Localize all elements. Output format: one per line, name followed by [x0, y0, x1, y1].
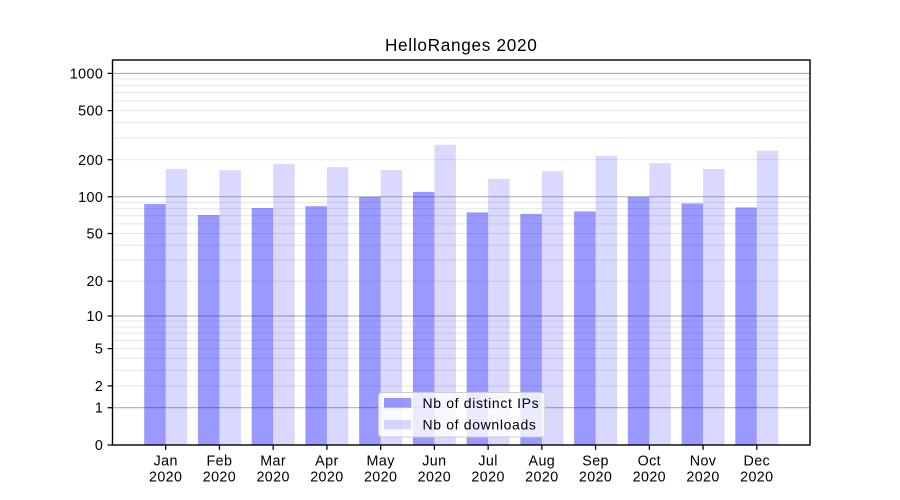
svg-text:2020: 2020	[525, 469, 558, 485]
svg-text:Aug: Aug	[529, 454, 556, 470]
svg-text:Nov: Nov	[690, 454, 717, 470]
svg-text:1000: 1000	[70, 66, 103, 82]
svg-text:2020: 2020	[740, 469, 773, 485]
svg-text:2020: 2020	[256, 469, 289, 485]
svg-text:Oct: Oct	[638, 454, 661, 470]
svg-text:Apr: Apr	[315, 454, 338, 470]
svg-text:10: 10	[86, 309, 103, 325]
svg-text:500: 500	[78, 104, 103, 120]
svg-text:0: 0	[95, 438, 103, 454]
svg-text:Nb of downloads: Nb of downloads	[423, 417, 537, 433]
svg-text:2020: 2020	[203, 469, 236, 485]
svg-text:200: 200	[78, 153, 103, 169]
svg-text:Mar: Mar	[260, 454, 286, 470]
svg-text:2020: 2020	[633, 469, 666, 485]
svg-text:5: 5	[95, 342, 103, 358]
svg-text:Feb: Feb	[207, 454, 233, 470]
svg-text:2020: 2020	[364, 469, 397, 485]
svg-text:HelloRanges 2020: HelloRanges 2020	[385, 35, 538, 55]
svg-text:May: May	[367, 454, 396, 470]
svg-text:1: 1	[95, 401, 103, 417]
svg-text:2020: 2020	[418, 469, 451, 485]
svg-text:Jun: Jun	[422, 454, 446, 470]
svg-text:Nb of distinct IPs: Nb of distinct IPs	[423, 395, 540, 411]
svg-text:Jan: Jan	[154, 454, 178, 470]
svg-text:Dec: Dec	[743, 454, 770, 470]
svg-text:2020: 2020	[149, 469, 182, 485]
svg-text:100: 100	[78, 190, 103, 206]
svg-text:2020: 2020	[471, 469, 504, 485]
svg-text:Sep: Sep	[582, 454, 609, 470]
svg-text:2020: 2020	[310, 469, 343, 485]
svg-text:50: 50	[86, 227, 103, 243]
svg-text:20: 20	[86, 274, 103, 290]
svg-text:2020: 2020	[579, 469, 612, 485]
svg-text:2020: 2020	[686, 469, 719, 485]
svg-text:2: 2	[95, 379, 103, 395]
svg-text:Jul: Jul	[478, 454, 497, 470]
